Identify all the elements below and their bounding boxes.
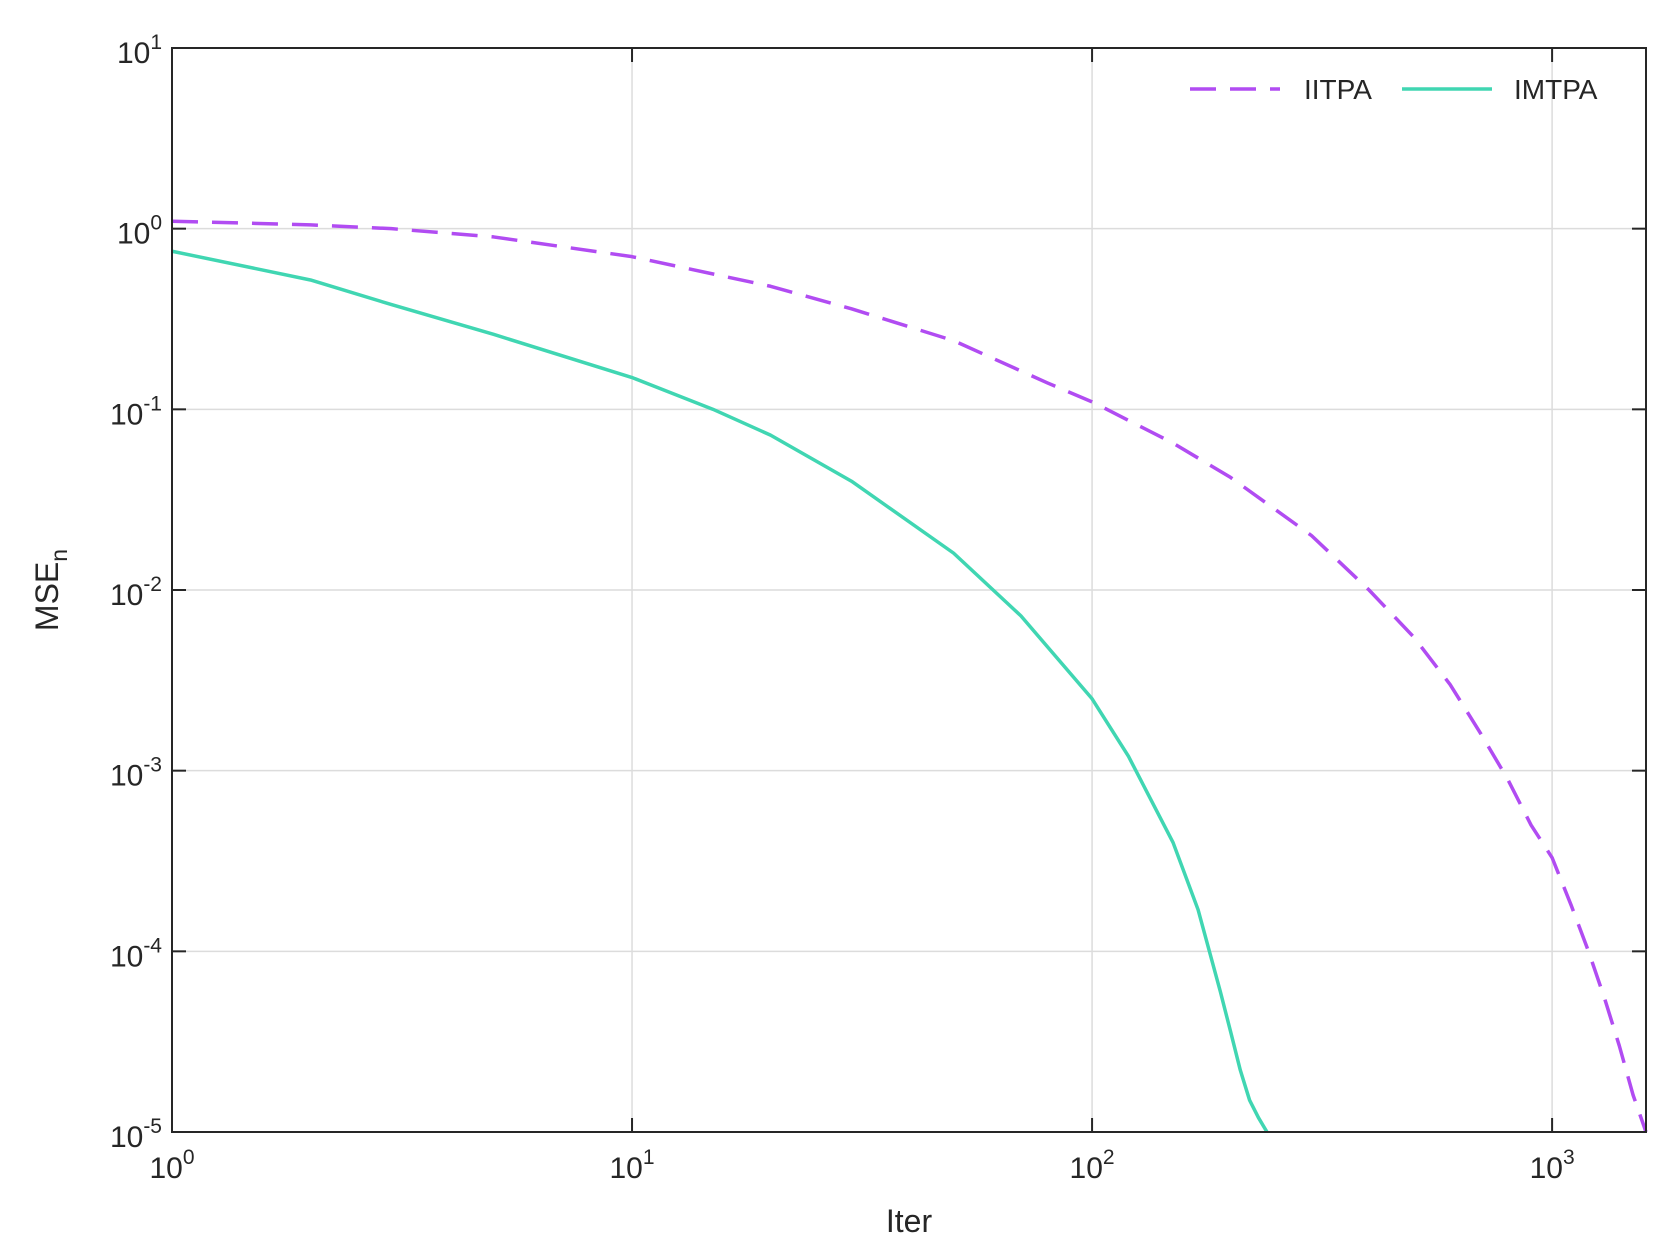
y-tick-label: 10-1 bbox=[110, 392, 162, 431]
y-axis-label: MSEn bbox=[29, 549, 72, 631]
x-tick-label: 103 bbox=[1530, 1146, 1575, 1185]
y-axis-label-sub: n bbox=[46, 549, 72, 562]
y-tick-exponent: -2 bbox=[143, 573, 162, 596]
ticks bbox=[171, 47, 1646, 1133]
x-tick-base: 10 bbox=[149, 1152, 182, 1185]
x-tick-label: 101 bbox=[610, 1146, 655, 1185]
y-tick-base: 10 bbox=[110, 579, 143, 612]
y-tick-base: 10 bbox=[110, 1121, 143, 1154]
x-tick-base: 10 bbox=[1070, 1152, 1103, 1185]
x-tick-exponent: 2 bbox=[1103, 1146, 1115, 1169]
y-axis-label-main: MSE bbox=[29, 562, 65, 631]
series-line-imtpa bbox=[171, 249, 1269, 1133]
y-tick-label: 10-3 bbox=[110, 754, 162, 793]
x-tick-exponent: 1 bbox=[643, 1146, 655, 1169]
y-tick-base: 10 bbox=[110, 940, 143, 973]
y-tick-base: 10 bbox=[110, 760, 143, 793]
y-tick-exponent: 0 bbox=[150, 212, 162, 235]
y-tick-base: 10 bbox=[117, 37, 150, 70]
x-tick-exponent: 3 bbox=[1563, 1146, 1575, 1169]
series-layer bbox=[171, 219, 1648, 1133]
y-tick-exponent: -1 bbox=[143, 392, 162, 415]
y-tick-label: 10-4 bbox=[110, 934, 162, 973]
legend: IITPA IMTPA bbox=[1190, 74, 1598, 105]
x-tick-label: 102 bbox=[1070, 1146, 1115, 1185]
x-tick-base: 10 bbox=[1530, 1152, 1563, 1185]
y-tick-label: 101 bbox=[117, 31, 162, 70]
x-tick-exponent: 0 bbox=[183, 1146, 195, 1169]
grid bbox=[172, 48, 1646, 1132]
y-tick-exponent: -4 bbox=[143, 934, 162, 957]
x-tick-base: 10 bbox=[610, 1152, 643, 1185]
legend-label-imtpa: IMTPA bbox=[1514, 74, 1598, 105]
x-axis-label: Iter bbox=[886, 1203, 933, 1239]
y-tick-base: 10 bbox=[117, 218, 150, 251]
y-tick-label: 10-5 bbox=[110, 1115, 162, 1154]
y-tick-label: 10-2 bbox=[110, 573, 162, 612]
y-tick-label: 100 bbox=[117, 212, 162, 251]
legend-label-iitpa: IITPA bbox=[1304, 74, 1372, 105]
y-tick-exponent: -5 bbox=[143, 1115, 162, 1138]
y-tick-base: 10 bbox=[110, 398, 143, 431]
series-line-iitpa bbox=[171, 219, 1648, 1133]
y-tick-exponent: 1 bbox=[150, 31, 162, 54]
x-tick-label: 100 bbox=[149, 1146, 194, 1185]
y-tick-exponent: -3 bbox=[143, 754, 162, 777]
